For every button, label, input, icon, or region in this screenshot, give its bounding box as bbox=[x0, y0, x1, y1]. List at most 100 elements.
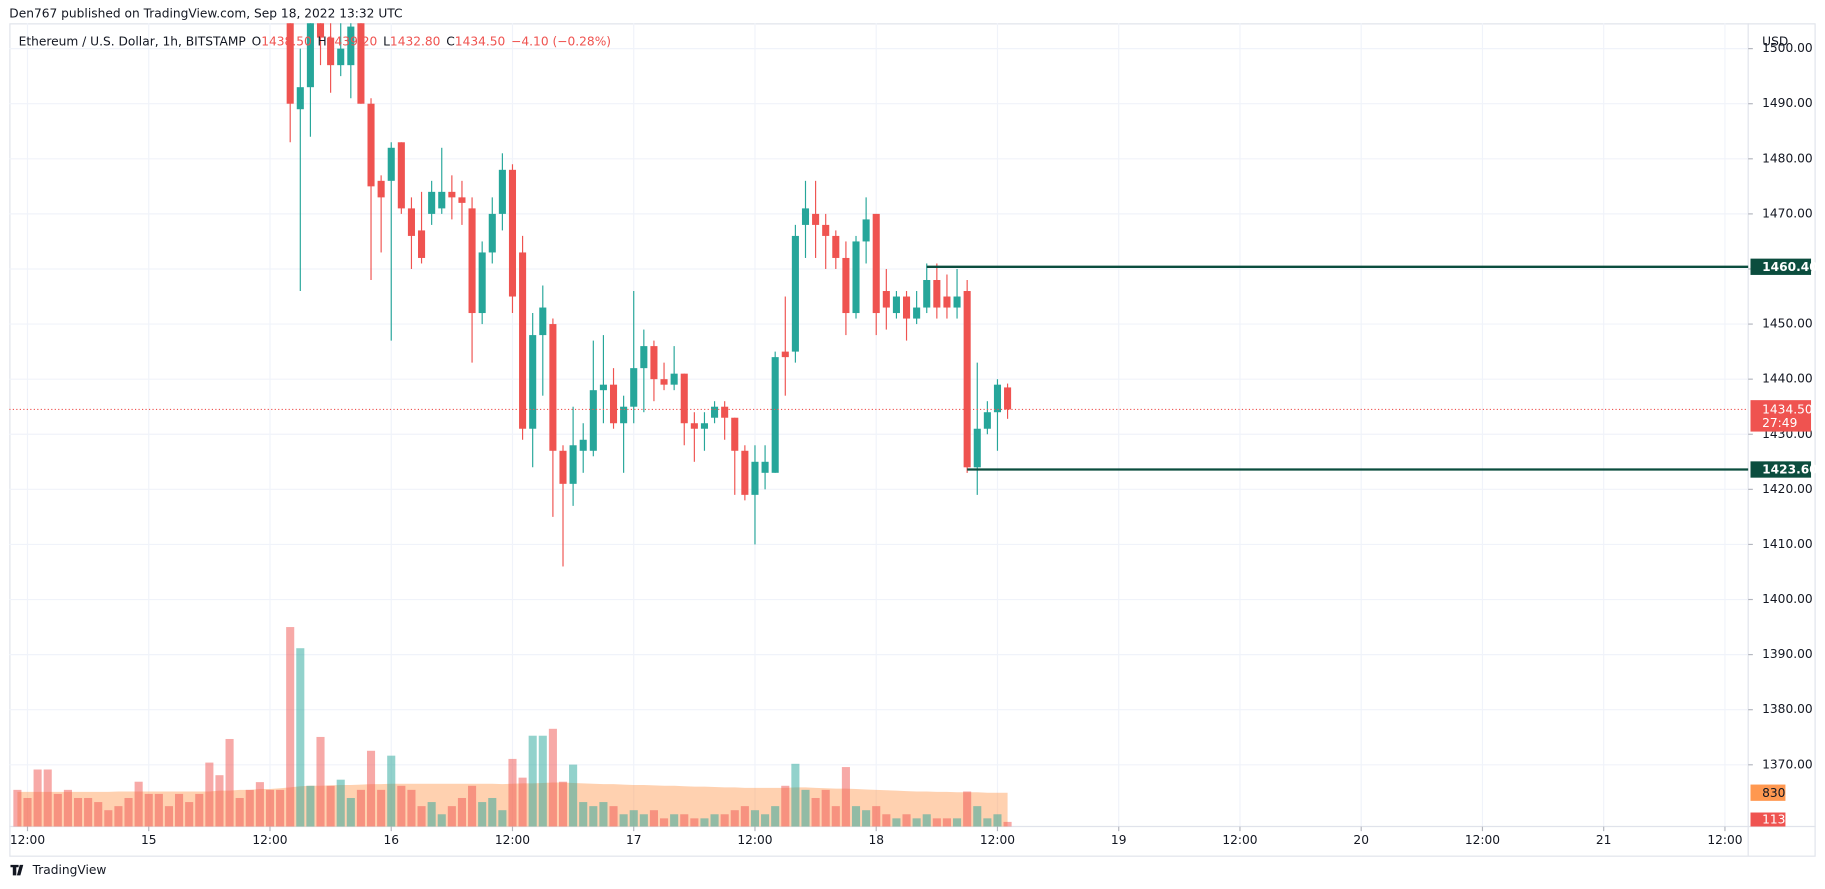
volume-bar bbox=[225, 738, 234, 827]
published-note: Den767 published on TradingView.com, Sep… bbox=[9, 6, 402, 20]
level-badge bbox=[1750, 258, 1812, 275]
level-label: 1423.60 bbox=[1762, 463, 1818, 477]
legend-value: 1439.20 bbox=[327, 34, 378, 48]
brand-logo: TradingView bbox=[10, 863, 106, 877]
volume-bar bbox=[558, 781, 568, 827]
candle-body bbox=[579, 439, 587, 451]
candle-body bbox=[498, 169, 506, 214]
legend-key: H bbox=[318, 34, 327, 48]
x-tick-label: 12:00 bbox=[252, 833, 287, 847]
volume-bar bbox=[710, 814, 719, 827]
volume-bar bbox=[841, 767, 850, 827]
candle-body bbox=[589, 390, 597, 451]
volume-bar bbox=[538, 735, 547, 827]
volume-bar bbox=[649, 810, 658, 827]
volume-bar bbox=[427, 802, 436, 827]
volume-bar bbox=[508, 758, 517, 827]
candle-body bbox=[539, 307, 547, 336]
volume-bar bbox=[185, 802, 194, 827]
x-tick-label: 17 bbox=[626, 833, 642, 847]
x-tick-label: 19 bbox=[1111, 833, 1127, 847]
candle-body bbox=[731, 417, 739, 451]
candle-body bbox=[761, 461, 769, 473]
candle-body bbox=[973, 428, 981, 468]
candle-body bbox=[650, 346, 658, 380]
volume-bar bbox=[983, 818, 992, 827]
volume-bar bbox=[387, 755, 396, 827]
candle-body bbox=[367, 103, 375, 187]
volume-bar bbox=[286, 627, 295, 827]
volume-bar bbox=[33, 769, 42, 827]
candle-body bbox=[801, 208, 810, 225]
x-tick-label: 18 bbox=[868, 833, 884, 847]
volume-bar bbox=[973, 806, 982, 827]
candle-body bbox=[397, 142, 405, 209]
last-price-label: 1434.50 bbox=[1762, 403, 1813, 417]
candle-body bbox=[438, 191, 446, 209]
legend-change: −4.10 (−0.28%) bbox=[511, 34, 611, 48]
countdown-label: 27:49 bbox=[1762, 416, 1797, 430]
volume-bar bbox=[356, 789, 365, 827]
plot-area bbox=[9, 23, 1749, 827]
y-tick-label: 1480.00 bbox=[1762, 151, 1813, 165]
candle-body bbox=[923, 279, 931, 308]
x-tick-label: 12:00 bbox=[737, 833, 772, 847]
candle-body bbox=[933, 279, 941, 308]
volume-bar bbox=[548, 728, 557, 827]
last-price-badge bbox=[1750, 400, 1812, 432]
volume-bar bbox=[589, 806, 598, 827]
candle-body bbox=[519, 252, 527, 429]
x-tick-label: 12:00 bbox=[1465, 833, 1500, 847]
candle-body bbox=[468, 208, 476, 314]
candle-body bbox=[690, 423, 698, 429]
y-tick-label: 1400.00 bbox=[1762, 592, 1813, 606]
candle-body bbox=[882, 291, 890, 308]
volume-bar bbox=[750, 810, 760, 827]
volume-bar bbox=[134, 781, 143, 827]
volume-ma-label: 830 bbox=[1762, 786, 1785, 800]
candle-body bbox=[771, 357, 779, 473]
volume-bar bbox=[377, 789, 386, 827]
candle-body bbox=[418, 230, 426, 258]
candle-body bbox=[660, 379, 668, 385]
candle-body bbox=[620, 406, 628, 424]
y-tick-label: 1410.00 bbox=[1762, 537, 1813, 551]
volume-bar bbox=[144, 793, 153, 827]
x-tick-label: 16 bbox=[383, 833, 399, 847]
volume-bar bbox=[670, 814, 679, 827]
y-tick-label: 1390.00 bbox=[1762, 647, 1813, 661]
volume-bar bbox=[63, 789, 72, 827]
candle-body bbox=[700, 423, 708, 429]
volume-bar bbox=[730, 810, 739, 827]
volume-bar bbox=[932, 818, 941, 827]
candle-body bbox=[892, 296, 900, 314]
volume-badge bbox=[1750, 812, 1786, 827]
logo-mark bbox=[10, 864, 24, 876]
volume-bar bbox=[447, 806, 456, 827]
volume-bar bbox=[1003, 821, 1012, 827]
candle-body bbox=[377, 180, 385, 198]
candle-body bbox=[569, 445, 577, 484]
candle-body bbox=[347, 26, 355, 66]
candle-body bbox=[448, 191, 456, 198]
volume-bar bbox=[831, 806, 840, 827]
volume-bar bbox=[811, 797, 820, 827]
volume-bar bbox=[569, 764, 578, 827]
volume-bar bbox=[680, 814, 689, 827]
candle-body bbox=[387, 147, 395, 181]
volume-bar bbox=[84, 797, 93, 827]
y-tick-label: 1500.00 bbox=[1762, 41, 1813, 55]
volume-bar bbox=[336, 779, 345, 827]
y-tick-label: 1450.00 bbox=[1762, 317, 1813, 331]
volume-bar bbox=[963, 791, 972, 827]
brand-name: TradingView bbox=[32, 863, 107, 877]
volume-bar bbox=[276, 789, 285, 827]
x-tick-label: 12:00 bbox=[10, 833, 45, 847]
volume-bar bbox=[245, 789, 254, 827]
chart-frame bbox=[9, 23, 1816, 857]
x-tick-label: 12:00 bbox=[980, 833, 1015, 847]
volume-bar bbox=[821, 789, 830, 827]
